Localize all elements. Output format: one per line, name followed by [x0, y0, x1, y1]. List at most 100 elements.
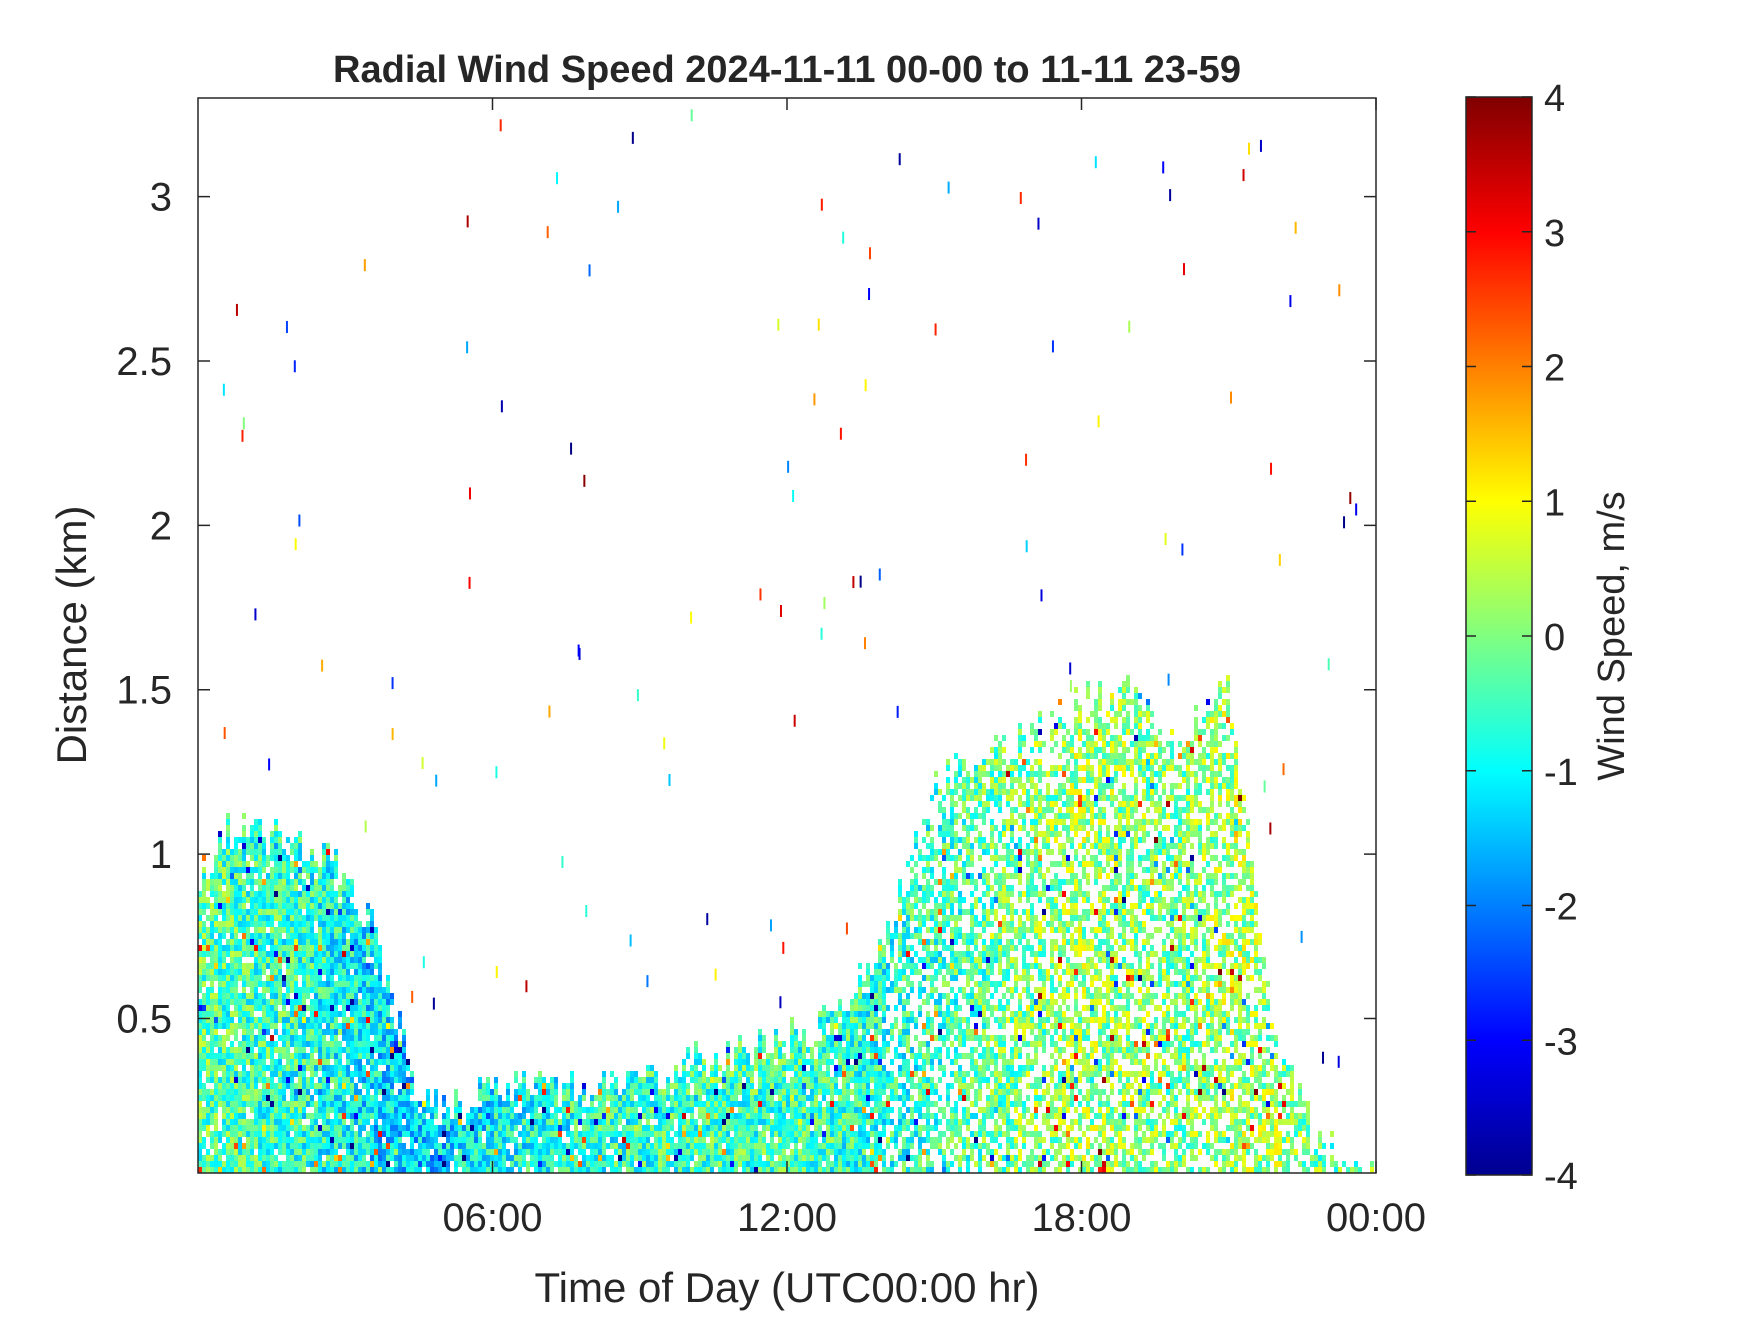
heatmap-cell: [222, 1161, 226, 1167]
heatmap-cell: [238, 1041, 242, 1047]
heatmap-cell: [482, 1143, 486, 1149]
heatmap-cell: [530, 1155, 534, 1161]
heatmap-cell: [306, 1095, 310, 1101]
heatmap-cell: [590, 1161, 594, 1167]
heatmap-cell: [830, 1023, 834, 1029]
heatmap-cell: [398, 1107, 402, 1113]
heatmap-cell: [862, 1059, 866, 1065]
heatmap-cell: [330, 1005, 334, 1011]
heatmap-cell: [366, 1143, 370, 1149]
heatmap-cell: [922, 897, 926, 903]
heatmap-cell: [250, 897, 254, 903]
heatmap-cell: [258, 1047, 262, 1053]
heatmap-cell: [378, 1125, 382, 1131]
heatmap-cell: [650, 1125, 654, 1131]
heatmap-cell: [274, 933, 278, 939]
heatmap-cell: [906, 1065, 910, 1071]
heatmap-cell: [242, 891, 246, 897]
heatmap-cell: [530, 1119, 534, 1125]
heatmap-cell: [766, 1065, 770, 1071]
heatmap-cell: [506, 1167, 510, 1173]
heatmap-cell: [206, 1131, 210, 1137]
heatmap-cell: [822, 1137, 826, 1143]
heatmap-cell: [790, 1161, 794, 1167]
heatmap-cell: [946, 1125, 950, 1131]
heatmap-cell: [238, 909, 242, 915]
heatmap-cell: [302, 1041, 306, 1047]
heatmap-cell: [354, 1107, 358, 1113]
heatmap-cell: [786, 1083, 790, 1089]
heatmap-cell: [722, 1083, 726, 1089]
heatmap-cell: [770, 1083, 774, 1089]
heatmap-cell: [726, 1047, 730, 1053]
heatmap-cell: [258, 1041, 262, 1047]
heatmap-cell: [322, 1131, 326, 1137]
heatmap-cell: [894, 1023, 898, 1029]
heatmap-cell: [850, 1053, 854, 1059]
heatmap-cell: [898, 1131, 902, 1137]
heatmap-cell: [310, 1131, 314, 1137]
heatmap-cell: [842, 1035, 846, 1041]
heatmap-cell: [718, 1161, 722, 1167]
heatmap-cell: [742, 1143, 746, 1149]
heatmap-cell: [898, 951, 902, 957]
heatmap-cell: [534, 1101, 538, 1107]
heatmap-cell: [698, 1113, 702, 1119]
heatmap-cell: [754, 1143, 758, 1149]
heatmap-cell: [242, 1089, 246, 1095]
heatmap-cell: [258, 915, 262, 921]
heatmap-cell: [278, 957, 282, 963]
heatmap-cell: [678, 1161, 682, 1167]
heatmap-cell: [902, 1101, 906, 1107]
heatmap-cell: [734, 1083, 738, 1089]
heatmap-cell: [266, 957, 270, 963]
heatmap-cell: [290, 843, 294, 849]
heatmap-cell: [890, 1155, 894, 1161]
heatmap-cell: [214, 1131, 218, 1137]
heatmap-cell: [950, 1023, 954, 1029]
heatmap-cell: [870, 1077, 874, 1083]
heatmap-cell: [346, 1071, 350, 1077]
heatmap-cell: [626, 1143, 630, 1149]
heatmap-cell: [386, 975, 390, 981]
heatmap-cell: [390, 1107, 394, 1113]
heatmap-cell: [218, 855, 222, 861]
heatmap-cell: [378, 1107, 382, 1113]
heatmap-cell: [798, 1155, 802, 1161]
heatmap-cell: [626, 1155, 630, 1161]
heatmap-cell: [754, 1047, 758, 1053]
heatmap-cell: [366, 1131, 370, 1137]
heatmap-cell: [286, 939, 290, 945]
heatmap-cell: [882, 1005, 886, 1011]
heatmap-cell: [930, 975, 934, 981]
heatmap-cell: [270, 1065, 274, 1071]
heatmap-cell: [282, 867, 286, 873]
heatmap-cell: [518, 1113, 522, 1119]
heatmap-cell: [314, 1035, 318, 1041]
heatmap-cell: [338, 1083, 342, 1089]
heatmap-cell: [234, 1011, 238, 1017]
heatmap-cell: [754, 1155, 758, 1161]
heatmap-cell: [842, 1065, 846, 1071]
heatmap-cell: [830, 1107, 834, 1113]
heatmap-cell: [226, 1167, 230, 1173]
heatmap-cell: [606, 1113, 610, 1119]
heatmap-cell: [470, 1113, 474, 1119]
heatmap-cell: [498, 1113, 502, 1119]
heatmap-cell: [930, 963, 934, 969]
heatmap-cell: [258, 891, 262, 897]
heatmap-cell: [246, 921, 250, 927]
heatmap-cell: [230, 951, 234, 957]
heatmap-cell: [526, 1095, 530, 1101]
heatmap-cell: [350, 963, 354, 969]
heatmap-cell: [854, 1077, 858, 1083]
heatmap-cell: [302, 1143, 306, 1149]
heatmap-cell: [290, 1077, 294, 1083]
heatmap-cell: [370, 939, 374, 945]
heatmap-cell: [230, 963, 234, 969]
heatmap-cell: [206, 1005, 210, 1011]
heatmap-cell: [382, 1077, 386, 1083]
heatmap-cell: [342, 1161, 346, 1167]
heatmap-cell: [482, 1125, 486, 1131]
heatmap-cell: [286, 1131, 290, 1137]
